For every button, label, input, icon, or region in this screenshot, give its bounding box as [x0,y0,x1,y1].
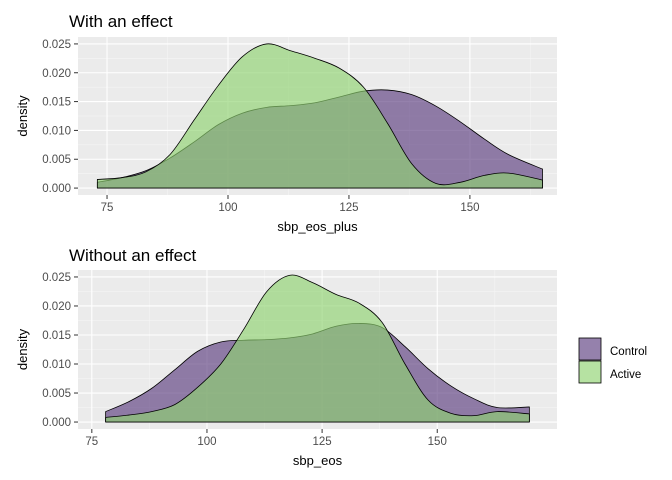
y-axis-title: density [15,328,30,370]
density-area-active [96,43,543,189]
y-tick-label: 0.025 [42,272,71,284]
y-tick-label: 0.000 [42,417,71,429]
y-tick-label: 0.020 [42,68,71,80]
y-tick-label: 0.010 [42,359,71,371]
legend: Control Active [578,337,647,384]
x-tick-label: 100 [197,436,216,448]
density-panel-without-effect: 75 100 125 150 0.000 0.005 0.010 0.015 0.020 0.02… [15,246,557,468]
x-tick-label: 150 [428,436,447,448]
y-tick-label: 0.005 [42,388,71,400]
panel-title: With an effect [69,12,173,31]
x-axis-title: sbp_eos_plus [277,219,358,234]
x-axis-title: sbp_eos [293,453,343,468]
legend-key-control [578,337,602,361]
x-tick-label: 125 [313,436,332,448]
y-tick-label: 0.025 [42,39,71,51]
y-tick-label: 0.015 [42,97,71,109]
x-tick-label: 75 [101,202,114,214]
y-tick-label: 0.015 [42,330,71,342]
legend-key-active [578,360,602,384]
y-tick-label: 0.005 [42,154,71,166]
legend-label-control: Control [610,346,647,358]
panel-title: Without an effect [69,246,197,265]
y-tick-label: 0.020 [42,301,71,313]
x-tick-label: 125 [339,202,358,214]
density-area-active [105,274,530,423]
x-tick-label: 100 [218,202,237,214]
y-axis-title: density [15,95,30,137]
x-tick-label: 150 [460,202,479,214]
density-panel-with-effect: 75 100 125 150 0.000 0.005 0.010 0.015 0.020 0.02… [15,12,557,234]
legend-label-active: Active [610,369,641,381]
x-tick-label: 75 [85,436,98,448]
y-tick-label: 0.010 [42,125,71,137]
y-tick-label: 0.000 [42,183,71,195]
